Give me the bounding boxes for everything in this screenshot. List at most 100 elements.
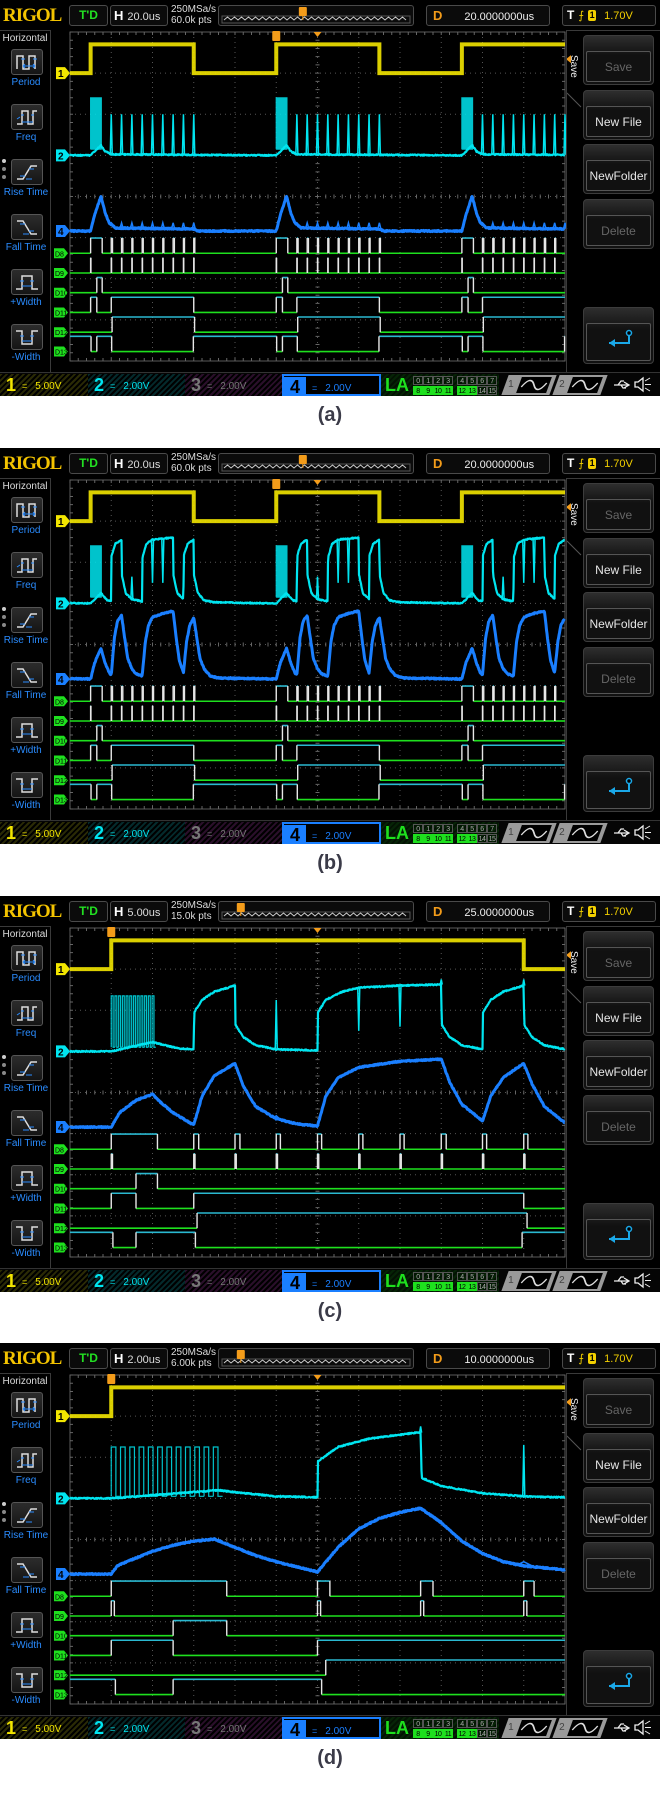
memory-timeline[interactable] <box>218 453 414 474</box>
ch1-status[interactable]: 1 = 5.00V <box>0 1717 88 1739</box>
new-file-button[interactable]: New File <box>583 1433 654 1483</box>
logic-analyzer-status[interactable]: LA 0 1 2 3 4 5 6 7 8 9 10 11 12 13 14 15 <box>381 374 499 396</box>
run-stop-status[interactable]: T'D <box>69 5 108 26</box>
ch1-status[interactable]: 1 = 5.00V <box>0 1270 88 1292</box>
measure-freq-button[interactable] <box>11 552 43 578</box>
measure-period-button[interactable] <box>11 497 43 523</box>
ch3-status[interactable]: 3 = 2.00V <box>185 1270 282 1292</box>
run-stop-status[interactable]: T'D <box>69 1348 108 1369</box>
la-channel: 4 <box>457 824 467 833</box>
generator-1-status[interactable]: 1 <box>501 1718 556 1738</box>
save-button[interactable]: Save <box>583 1378 654 1428</box>
measure-width-button[interactable] <box>11 1612 43 1638</box>
return-button[interactable] <box>583 1203 654 1260</box>
ch3-status[interactable]: 3 = 2.00V <box>185 822 282 844</box>
ch4-status[interactable]: 4 = 2.00V <box>282 374 381 396</box>
save-button[interactable]: Save <box>583 483 654 533</box>
generator-1-status[interactable]: 1 <box>501 1271 556 1291</box>
measure-period-button[interactable] <box>11 945 43 971</box>
horizontal-timebase[interactable]: H 5.00us <box>110 901 168 922</box>
ch2-status[interactable]: 2 = 2.00V <box>88 374 185 396</box>
logic-analyzer-status[interactable]: LA 0 1 2 3 4 5 6 7 8 9 10 11 12 13 14 15 <box>381 1717 499 1739</box>
return-button[interactable] <box>583 1650 654 1707</box>
return-button[interactable] <box>583 755 654 812</box>
measure-fall-time-button[interactable] <box>11 662 43 688</box>
generator-2-status[interactable]: 2 <box>552 375 607 395</box>
generator-1-status[interactable]: 1 <box>501 823 556 843</box>
measure-period-button[interactable] <box>11 1392 43 1418</box>
delay-display[interactable]: D 25.0000000us <box>426 901 550 922</box>
horizontal-timebase[interactable]: H 20.0us <box>110 5 168 26</box>
generator-2-status[interactable]: 2 <box>552 1271 607 1291</box>
ch4-status[interactable]: 4 = 2.00V <box>282 1717 381 1739</box>
measure-fall-time-button[interactable] <box>11 1557 43 1583</box>
ch4-status[interactable]: 4 = 2.00V <box>282 1270 381 1292</box>
measure-width-button[interactable] <box>11 1667 43 1693</box>
trigger-display[interactable]: T ⨍ 1 1.70V <box>562 453 656 474</box>
measure-freq-button[interactable] <box>11 104 43 130</box>
measure-width-button[interactable] <box>11 324 43 350</box>
delete-button[interactable]: Delete <box>583 1542 654 1592</box>
measure-fall-time-button[interactable] <box>11 1110 43 1136</box>
measure-width-button[interactable] <box>11 717 43 743</box>
horizontal-timebase[interactable]: H 20.0us <box>110 453 168 474</box>
run-stop-status[interactable]: T'D <box>69 901 108 922</box>
ch2-status[interactable]: 2 = 2.00V <box>88 1717 185 1739</box>
ch3-status[interactable]: 3 = 2.00V <box>185 374 282 396</box>
sidebar-item-label: Freq <box>0 1028 52 1039</box>
speaker-muted-icon[interactable] <box>633 824 653 841</box>
delete-button[interactable]: Delete <box>583 647 654 697</box>
save-button[interactable]: Save <box>583 35 654 85</box>
generator-1-status[interactable]: 1 <box>501 375 556 395</box>
memory-timeline[interactable] <box>218 1348 414 1369</box>
trigger-display[interactable]: T ⨍ 1 1.70V <box>562 5 656 26</box>
logic-analyzer-status[interactable]: LA 0 1 2 3 4 5 6 7 8 9 10 11 12 13 14 15 <box>381 822 499 844</box>
measure-rise-time-button[interactable] <box>11 1502 43 1528</box>
trigger-display[interactable]: T ⨍ 1 1.70V <box>562 1348 656 1369</box>
newfolder-button[interactable]: NewFolder <box>583 1040 654 1090</box>
memory-timeline[interactable] <box>218 901 414 922</box>
ch2-status[interactable]: 2 = 2.00V <box>88 1270 185 1292</box>
ch4-status[interactable]: 4 = 2.00V <box>282 822 381 844</box>
ch1-status[interactable]: 1 = 5.00V <box>0 822 88 844</box>
generator-2-status[interactable]: 2 <box>552 1718 607 1738</box>
delay-display[interactable]: D 10.0000000us <box>426 1348 550 1369</box>
measure-rise-time-button[interactable] <box>11 159 43 185</box>
delay-value: 20.0000000us <box>464 11 534 23</box>
save-button[interactable]: Save <box>583 931 654 981</box>
measure-period-button[interactable] <box>11 49 43 75</box>
generator-2-status[interactable]: 2 <box>552 823 607 843</box>
measure-freq-button[interactable] <box>11 1447 43 1473</box>
speaker-muted-icon[interactable] <box>633 1272 653 1289</box>
speaker-muted-icon[interactable] <box>633 376 653 393</box>
return-button[interactable] <box>583 307 654 364</box>
delete-button[interactable]: Delete <box>583 1095 654 1145</box>
ch3-status[interactable]: 3 = 2.00V <box>185 1717 282 1739</box>
ch2-status[interactable]: 2 = 2.00V <box>88 822 185 844</box>
measure-rise-time-button[interactable] <box>11 607 43 633</box>
run-stop-status[interactable]: T'D <box>69 453 108 474</box>
measure-width-button[interactable] <box>11 1220 43 1246</box>
new-file-button[interactable]: New File <box>583 90 654 140</box>
measure-width-button[interactable] <box>11 772 43 798</box>
subfigure-caption: (d) <box>0 1747 660 1770</box>
memory-timeline[interactable] <box>218 5 414 26</box>
measure-width-button[interactable] <box>11 1165 43 1191</box>
newfolder-button[interactable]: NewFolder <box>583 592 654 642</box>
trigger-display[interactable]: T ⨍ 1 1.70V <box>562 901 656 922</box>
delay-display[interactable]: D 20.0000000us <box>426 453 550 474</box>
speaker-muted-icon[interactable] <box>633 1719 653 1736</box>
logic-analyzer-status[interactable]: LA 0 1 2 3 4 5 6 7 8 9 10 11 12 13 14 15 <box>381 1270 499 1292</box>
delay-display[interactable]: D 20.0000000us <box>426 5 550 26</box>
newfolder-button[interactable]: NewFolder <box>583 1487 654 1537</box>
delete-button[interactable]: Delete <box>583 199 654 249</box>
measure-rise-time-button[interactable] <box>11 1055 43 1081</box>
measure-width-button[interactable] <box>11 269 43 295</box>
newfolder-button[interactable]: NewFolder <box>583 144 654 194</box>
new-file-button[interactable]: New File <box>583 538 654 588</box>
measure-fall-time-button[interactable] <box>11 214 43 240</box>
ch1-status[interactable]: 1 = 5.00V <box>0 374 88 396</box>
horizontal-timebase[interactable]: H 2.00us <box>110 1348 168 1369</box>
new-file-button[interactable]: New File <box>583 986 654 1036</box>
measure-freq-button[interactable] <box>11 1000 43 1026</box>
